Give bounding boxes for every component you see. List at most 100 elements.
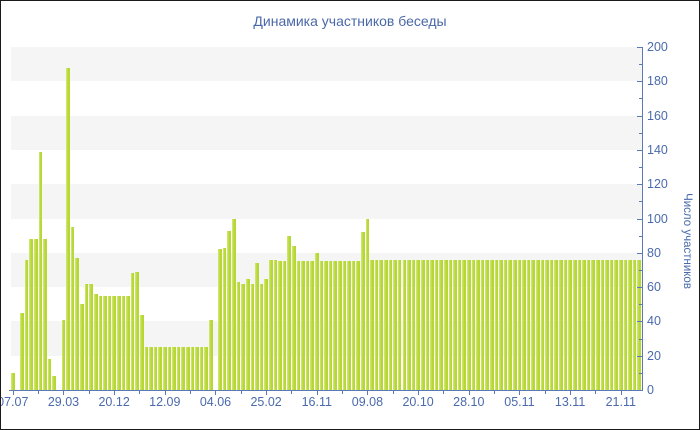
x-axis-minor-tick — [494, 391, 496, 394]
bar — [517, 259, 522, 390]
x-axis-major-tick — [63, 391, 65, 395]
x-axis-minor-tick — [544, 391, 546, 394]
x-axis-tick-label: 09.08 — [351, 395, 384, 409]
bar — [586, 259, 591, 390]
bar — [324, 261, 328, 390]
y-axis-minor-tick — [639, 338, 643, 340]
bar — [623, 259, 628, 390]
bar — [526, 259, 531, 390]
bar — [605, 259, 609, 390]
y-axis-tick-label: 180 — [647, 74, 668, 89]
bar — [397, 259, 402, 390]
x-axis-major-tick — [114, 391, 116, 395]
bar — [89, 283, 93, 390]
bar — [466, 259, 471, 390]
bar — [559, 259, 563, 390]
bar — [75, 257, 80, 390]
bar — [250, 283, 255, 390]
bar — [34, 239, 38, 390]
bar — [361, 232, 365, 390]
bar — [43, 239, 47, 390]
bar — [503, 259, 508, 390]
bar — [70, 227, 75, 390]
y-axis-minor-tick — [639, 269, 643, 271]
bar — [255, 263, 259, 390]
bar — [457, 259, 462, 390]
background-band — [11, 115, 642, 150]
bar — [47, 359, 52, 390]
bar — [618, 259, 623, 390]
bar — [609, 259, 614, 390]
bar — [595, 259, 600, 390]
bar — [259, 283, 264, 390]
bar — [186, 347, 190, 390]
bar — [356, 261, 361, 390]
bar — [379, 259, 384, 390]
bar — [121, 295, 126, 390]
y-axis-major-tick — [637, 287, 643, 289]
bar — [11, 372, 15, 390]
bar — [264, 278, 268, 390]
y-axis-minor-tick — [639, 132, 643, 134]
bar — [287, 235, 291, 390]
y-axis-tick-label: 80 — [647, 245, 661, 260]
x-axis-major-tick — [519, 391, 521, 395]
x-axis-minor-tick — [240, 391, 242, 394]
bar — [84, 283, 89, 390]
bar — [374, 259, 379, 390]
x-axis-tick-label: 16.11 — [301, 395, 332, 409]
bar — [342, 261, 347, 390]
y-axis-tick-label: 120 — [647, 177, 668, 192]
bar — [149, 347, 153, 390]
x-axis-tick-label: 13.11 — [554, 395, 586, 409]
bar — [416, 259, 420, 390]
bar — [52, 376, 57, 390]
bar — [393, 259, 397, 390]
bar — [513, 259, 517, 390]
bar — [172, 347, 176, 390]
x-axis-line — [9, 390, 643, 391]
x-axis-tick-label: 21.11 — [605, 395, 636, 409]
bar — [80, 304, 84, 390]
bar — [305, 261, 310, 390]
x-axis-major-tick — [570, 391, 572, 395]
y-axis-minor-tick — [639, 64, 643, 66]
bar — [453, 259, 457, 390]
bar — [222, 247, 227, 390]
bar — [347, 261, 351, 390]
bar — [531, 259, 536, 390]
bar — [162, 347, 167, 390]
bar — [310, 261, 314, 390]
bar — [176, 347, 181, 390]
bar — [190, 347, 195, 390]
bar — [420, 259, 425, 390]
bar — [536, 259, 540, 390]
bar — [568, 259, 572, 390]
bar — [20, 312, 24, 390]
x-axis-minor-tick — [595, 391, 597, 394]
bar — [296, 261, 301, 390]
y-axis-minor-tick — [639, 201, 643, 203]
bar — [540, 259, 545, 390]
chart-title: Динамика участников беседы — [253, 13, 447, 29]
y-axis-minor-tick — [639, 372, 643, 374]
y-axis-major-tick — [637, 81, 643, 83]
bar — [402, 259, 407, 390]
y-axis-major-tick — [637, 184, 643, 186]
bar — [107, 295, 112, 390]
y-axis-tick-label: 60 — [647, 280, 661, 295]
y-axis-minor-tick — [639, 98, 643, 100]
bar — [29, 239, 34, 390]
bar — [319, 261, 324, 390]
bar — [209, 319, 213, 390]
x-axis-minor-tick — [443, 391, 445, 394]
bar — [130, 273, 135, 390]
bar — [38, 151, 43, 390]
bar — [66, 67, 70, 390]
bar — [430, 259, 434, 390]
x-axis-minor-tick — [392, 391, 394, 394]
bar — [116, 295, 121, 390]
background-band — [11, 47, 642, 82]
x-axis-minor-tick — [139, 391, 141, 394]
